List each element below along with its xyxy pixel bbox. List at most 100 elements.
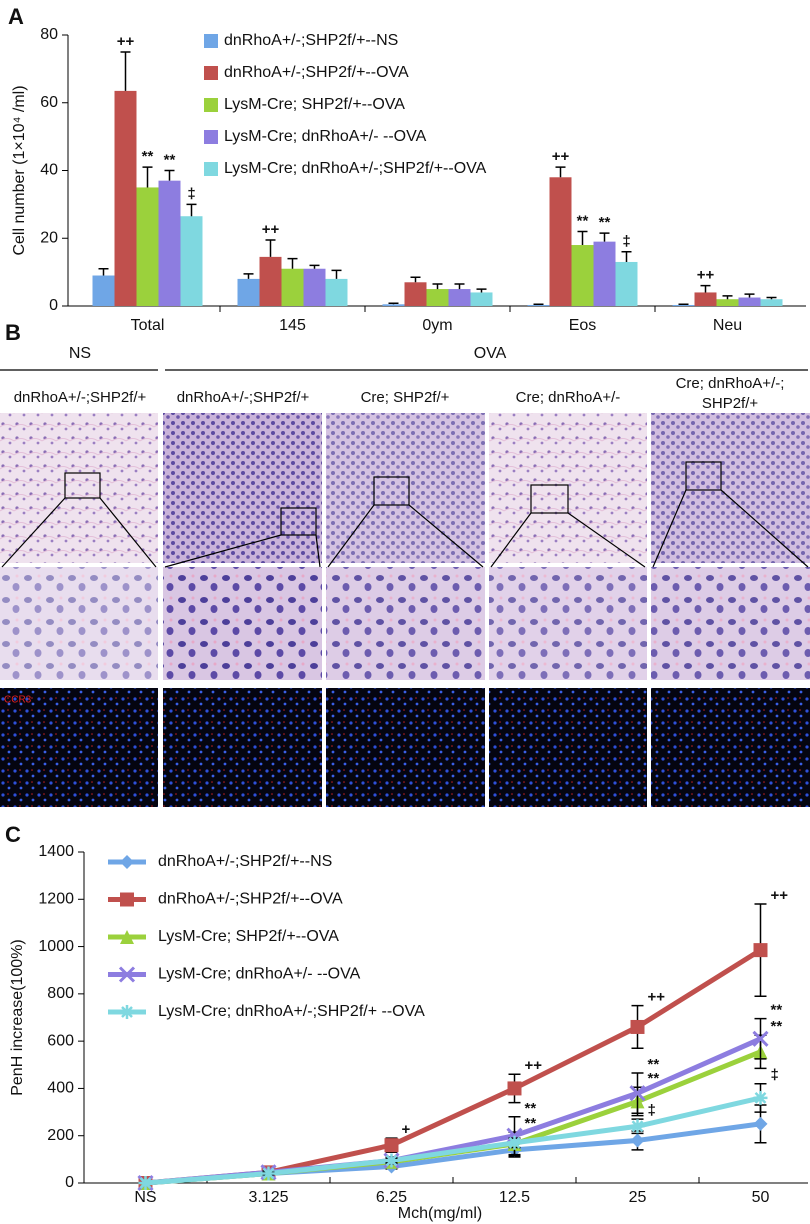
legend-swatch [204,34,218,48]
y-tick-label: 0 [65,1174,74,1191]
bar [404,282,427,306]
significance: ++ [697,267,715,284]
bar [760,299,783,306]
marker [507,1135,522,1150]
legend-label: LysM-Cre; SHP2f/+--OVA [158,928,339,945]
marker [630,1019,645,1034]
marker [261,1166,276,1181]
column-label: dnRhoA+/-;SHP2f/+ [14,389,147,406]
panel-label: C [5,822,21,847]
significance: ** [164,151,176,168]
x-tick-label: 6.25 [376,1189,407,1206]
bar [716,299,739,306]
significance: ** [525,1100,537,1117]
error-bar [476,288,487,293]
significance: ++ [771,887,789,904]
significance: ‡ [648,1102,656,1119]
error-bar [744,293,755,298]
x-tick-label: 0ym [422,317,452,334]
bar [426,289,449,306]
y-tick-label: 600 [47,1032,74,1049]
x-tick-label: 12.5 [499,1189,530,1206]
bar [158,180,181,306]
significance: ** [525,1115,537,1132]
fluorescence-image [489,688,647,807]
bar [694,292,717,306]
bar [114,90,137,306]
legend-swatch [204,98,218,112]
error-bar [766,296,777,300]
error-bar [120,51,131,91]
bar [571,245,594,306]
line [145,1036,762,1186]
error-bar [700,284,711,293]
panel-b-images [0,369,810,807]
error-bar [599,232,610,242]
bar [136,187,159,306]
fluorescence-image [163,688,322,807]
line [145,1095,762,1186]
y-tick-label: 200 [47,1127,74,1144]
y-tick-label: 20 [40,229,58,246]
error-bar [722,295,733,300]
x-tick-label: Neu [713,317,742,334]
bar [325,278,348,306]
error-bar [388,302,399,305]
x-axis-label: Mch(mg/ml) [398,1205,482,1222]
significance: ** [648,1070,660,1087]
y-tick-label: 1200 [38,891,74,908]
significance: ++ [262,221,280,238]
column-label: Cre; dnRhoA+/- [516,389,621,406]
bar [470,292,493,306]
legend-swatch [204,130,218,144]
legend-label: LysM-Cre; SHP2f/+--OVA [224,96,405,113]
y-tick-label: 1000 [38,938,74,955]
y-axis-label: Cell number (1×10⁴ /ml) [11,85,28,255]
marker [120,892,134,907]
y-tick-label: 80 [40,26,58,43]
micrograph [0,413,158,563]
error-bar [309,264,320,269]
micrograph-zoom [0,567,158,680]
stain-label: CCR3 [4,695,32,706]
marker [753,1090,768,1105]
marker [630,1119,645,1134]
fluorescence-image [326,688,485,807]
error-bar [432,283,443,290]
micrograph-zoom [163,567,322,680]
bar [382,304,405,306]
bar [237,278,260,306]
error-bar [533,303,544,306]
panel-label: B [5,320,21,345]
marker [752,1030,769,1047]
micrograph-zoom [651,567,810,680]
fluorescence-image [0,688,158,807]
error-bar [287,257,298,269]
significance: ‡ [622,233,630,250]
legend-label: LysM-Cre; dnRhoA+/-;SHP2f/+--OVA [224,160,487,177]
y-tick-label: 40 [40,162,58,179]
error-bar [164,169,175,181]
legend-label: LysM-Cre; dnRhoA+/-;SHP2f/+ --OVA [158,1003,425,1020]
column-label: dnRhoA+/-;SHP2f/+ [177,389,310,406]
group-label: OVA [474,345,507,362]
legend-label: dnRhoA+/-;SHP2f/+--NS [224,32,398,49]
error-bar [577,230,588,246]
column-label: Cre; dnRhoA+/-; [676,375,785,392]
micrograph-zoom [326,567,485,680]
marker [118,966,136,983]
marker [120,855,134,869]
panel-label: A [8,4,24,29]
error-bar [410,276,421,283]
bar [738,297,761,306]
x-tick-label: 145 [279,317,306,334]
significance: ** [142,148,154,165]
marker [384,1153,399,1168]
significance: ++ [525,1057,543,1074]
marker [629,1085,646,1102]
bar [672,304,695,306]
marker [120,930,134,944]
x-tick-label: 3.125 [248,1189,288,1206]
